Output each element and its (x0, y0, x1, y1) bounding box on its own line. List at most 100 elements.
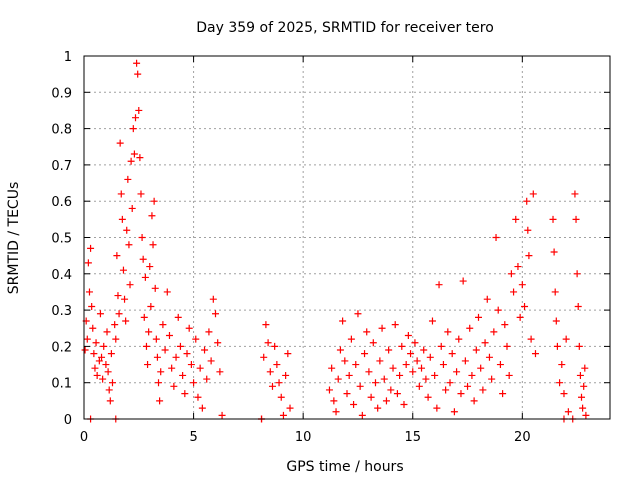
data-point (409, 368, 417, 376)
data-point (284, 350, 292, 358)
data-point (196, 364, 204, 372)
data-point (174, 313, 182, 321)
data-point (81, 346, 89, 354)
data-point (551, 288, 559, 296)
data-point (268, 382, 276, 390)
data-point (150, 197, 158, 205)
data-point (376, 357, 384, 365)
data-point (448, 350, 456, 358)
data-point (422, 375, 430, 383)
data-point (572, 215, 580, 223)
data-point (549, 215, 557, 223)
y-tick-label: 0.4 (51, 268, 72, 283)
data-point (387, 386, 395, 394)
data-point (107, 350, 115, 358)
data-point (123, 226, 131, 234)
data-point (128, 204, 136, 212)
data-point (518, 281, 526, 289)
data-point (365, 368, 373, 376)
data-point (115, 310, 123, 318)
data-point (455, 335, 463, 343)
data-point (127, 157, 135, 165)
data-point (103, 328, 111, 336)
data-point (181, 390, 189, 398)
data-point (140, 313, 148, 321)
data-point (139, 255, 147, 263)
data-point (262, 321, 270, 329)
data-point (374, 404, 382, 412)
data-point (106, 397, 114, 405)
data-point (163, 288, 171, 296)
data-point (524, 226, 532, 234)
data-point (503, 342, 511, 350)
data-point (125, 241, 133, 249)
data-point (187, 361, 195, 369)
data-point (560, 390, 568, 398)
data-point (205, 328, 213, 336)
data-point (582, 411, 590, 419)
data-point (172, 353, 180, 361)
data-point (168, 364, 176, 372)
data-point (266, 368, 274, 376)
data-point (361, 350, 369, 358)
x-tick-label: 5 (189, 430, 197, 445)
data-point (507, 270, 515, 278)
data-point (148, 212, 156, 220)
data-point (85, 288, 93, 296)
data-point (116, 139, 124, 147)
data-point (190, 379, 198, 387)
data-point (444, 328, 452, 336)
x-axis-label: GPS time / hours (286, 459, 403, 475)
data-point (330, 397, 338, 405)
y-tick-label: 0.3 (51, 304, 72, 319)
data-point (135, 106, 143, 114)
data-point (516, 313, 524, 321)
data-point (114, 292, 122, 300)
data-point (358, 411, 366, 419)
data-point (99, 375, 107, 383)
data-point (485, 353, 493, 361)
data-point (130, 150, 138, 158)
data-point (505, 371, 513, 379)
data-point (203, 375, 211, 383)
data-point (468, 371, 476, 379)
data-point (393, 390, 401, 398)
data-point (201, 346, 209, 354)
data-point (170, 382, 178, 390)
data-point (134, 70, 142, 78)
data-point (378, 324, 386, 332)
data-point (277, 393, 285, 401)
data-point (87, 244, 95, 252)
y-axis-label: SRMTID / TECUs (6, 182, 22, 295)
data-point (275, 379, 283, 387)
data-point (413, 357, 421, 365)
data-point (527, 335, 535, 343)
data-point (142, 342, 150, 350)
data-point (149, 241, 157, 249)
data-point (477, 364, 485, 372)
data-point (83, 335, 91, 343)
data-point (286, 404, 294, 412)
data-point (159, 321, 167, 329)
data-point (336, 346, 344, 354)
data-point (111, 321, 119, 329)
data-point (512, 215, 520, 223)
data-point (96, 310, 104, 318)
data-point (126, 281, 134, 289)
data-point (194, 393, 202, 401)
data-point (470, 397, 478, 405)
data-point (165, 332, 173, 340)
data-point (439, 361, 447, 369)
data-point (446, 379, 454, 387)
data-point (141, 273, 149, 281)
data-point (514, 263, 522, 271)
data-point (472, 346, 480, 354)
y-tick-label: 0.2 (51, 340, 72, 355)
data-point (531, 350, 539, 358)
data-point (137, 190, 145, 198)
data-point (496, 361, 504, 369)
data-point (146, 263, 154, 271)
y-tick-label: 0.6 (51, 195, 72, 210)
data-point (431, 371, 439, 379)
